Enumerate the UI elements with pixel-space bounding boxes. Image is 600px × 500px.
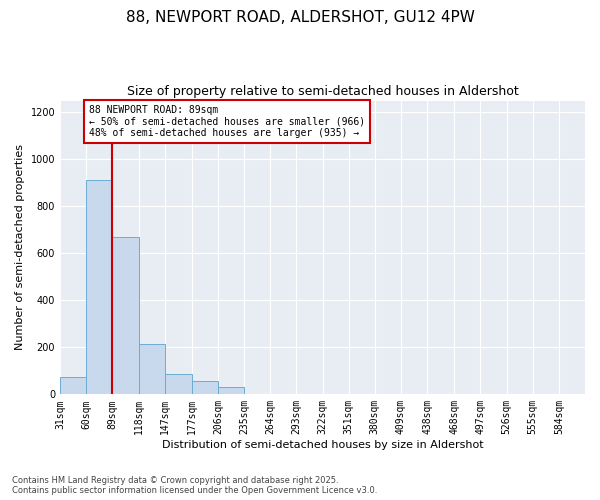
Bar: [164, 374, 192, 394]
Bar: [86, 180, 112, 394]
Bar: [218, 388, 244, 394]
Bar: [60, 376, 86, 394]
Title: Size of property relative to semi-detached houses in Aldershot: Size of property relative to semi-detach…: [127, 85, 518, 98]
Bar: [192, 382, 218, 394]
Bar: [112, 237, 139, 394]
Y-axis label: Number of semi-detached properties: Number of semi-detached properties: [15, 144, 25, 350]
Bar: [139, 344, 164, 395]
Text: 88, NEWPORT ROAD, ALDERSHOT, GU12 4PW: 88, NEWPORT ROAD, ALDERSHOT, GU12 4PW: [125, 10, 475, 25]
Text: 88 NEWPORT ROAD: 89sqm
← 50% of semi-detached houses are smaller (966)
48% of se: 88 NEWPORT ROAD: 89sqm ← 50% of semi-det…: [89, 106, 365, 138]
Text: Contains HM Land Registry data © Crown copyright and database right 2025.
Contai: Contains HM Land Registry data © Crown c…: [12, 476, 377, 495]
X-axis label: Distribution of semi-detached houses by size in Aldershot: Distribution of semi-detached houses by …: [162, 440, 484, 450]
